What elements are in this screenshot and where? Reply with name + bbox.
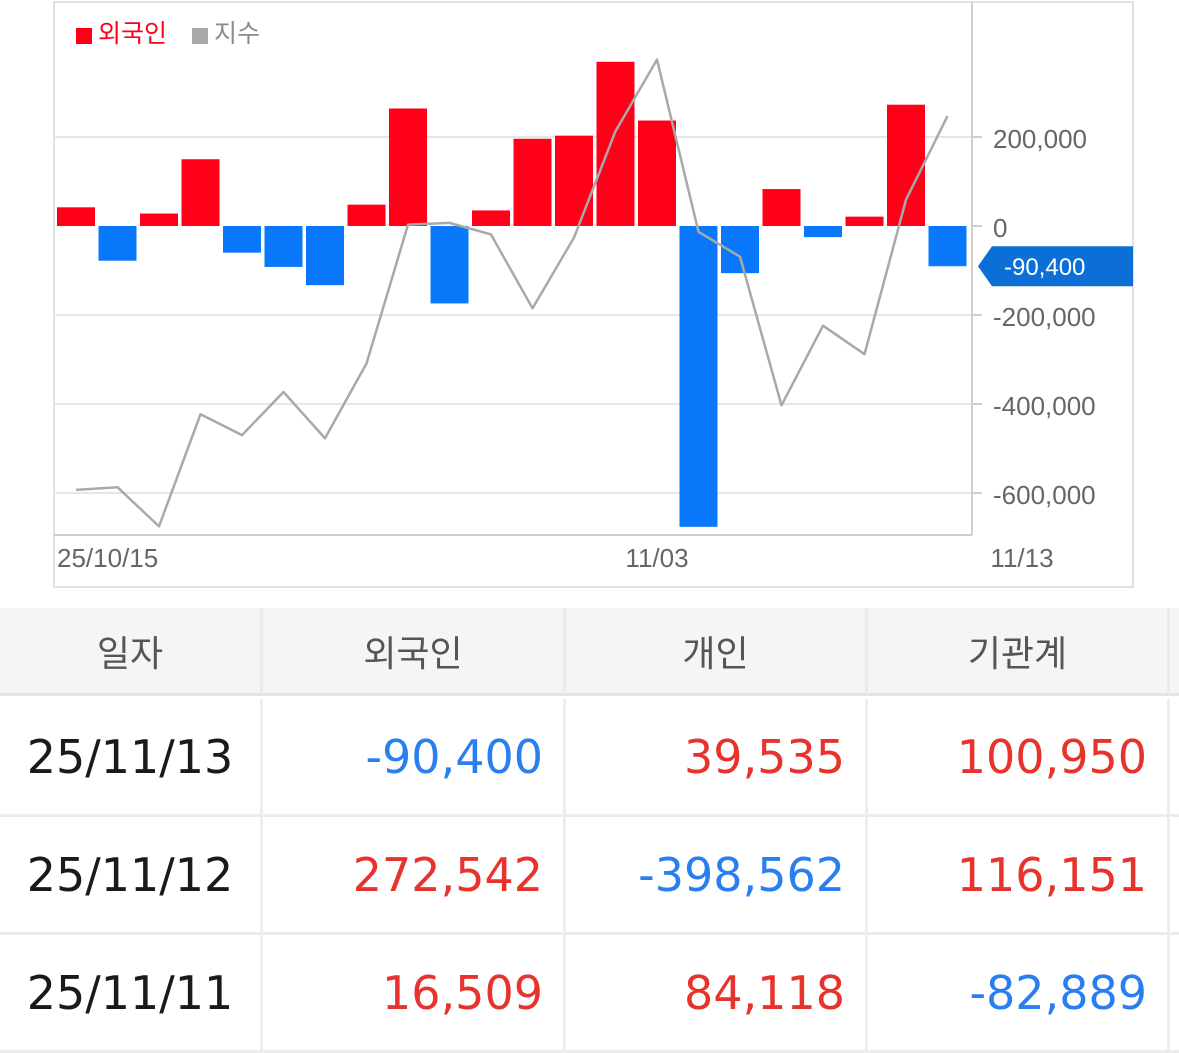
bar — [98, 226, 137, 261]
cell-foreign: -90,400 — [263, 699, 566, 817]
bar-series — [57, 61, 967, 527]
investor-table: 일자 외국인 개인 기관계 25/11/13 -90,400 39,535 100,9… — [0, 608, 1179, 1053]
cell-date: 25/11/13 — [0, 699, 263, 817]
bar — [513, 138, 552, 226]
x-tick-label: 11/13 — [990, 543, 1053, 573]
cell-foreign: 272,542 — [263, 817, 566, 935]
x-tick-label: 11/03 — [625, 543, 688, 573]
legend-label-foreign: 외국인 — [98, 19, 167, 48]
last-value-flag — [978, 246, 1133, 287]
y-tick-label: 200,000 — [993, 124, 1087, 154]
cell-date: 25/11/11 — [0, 935, 263, 1053]
y-tick-label: -200,000 — [993, 302, 1096, 332]
bar — [887, 104, 925, 226]
bar — [347, 204, 386, 226]
bar — [430, 226, 469, 304]
bar — [762, 189, 801, 226]
grid-lines — [54, 136, 972, 494]
last-value-marker: -90,400 — [978, 246, 1133, 287]
bar — [57, 207, 95, 226]
chart-frame — [53, 1, 1134, 588]
index-line — [75, 58, 949, 528]
header-overflow — [1170, 608, 1179, 696]
bar — [679, 226, 718, 527]
cell-institution: -82,889 — [868, 935, 1170, 1053]
header-institution: 기관계 — [868, 608, 1170, 696]
bar — [845, 216, 884, 226]
bar — [223, 226, 261, 253]
header-foreign: 외국인 — [263, 608, 566, 696]
legend: 외국인 지수 — [76, 19, 260, 48]
cell-foreign: 16,509 — [263, 935, 566, 1053]
legend-label-index: 지수 — [214, 19, 260, 48]
bar — [140, 213, 178, 226]
cell-date: 25/11/12 — [0, 817, 263, 935]
cell-institution: 116,151 — [868, 817, 1170, 935]
x-axis-ticks: 25/10/15 11/03 11/13 — [57, 543, 1054, 573]
bar — [804, 226, 842, 238]
cell-overflow — [1170, 935, 1179, 1053]
header-individual: 개인 — [566, 608, 868, 696]
cell-individual: -398,562 — [566, 817, 868, 935]
investor-chart: 200,000 0 -200,000 -400,000 -600,000 25/10/1… — [53, 1, 1134, 588]
last-value-label: -90,400 — [1004, 254, 1085, 281]
legend-swatch-foreign — [76, 28, 92, 44]
y-tick-label: -600,000 — [993, 480, 1096, 510]
header-date: 일자 — [0, 608, 263, 696]
bar — [596, 61, 635, 226]
cell-institution: 100,950 — [868, 699, 1170, 817]
y-tick-label: 0 — [993, 213, 1007, 243]
y-tick-label: -400,000 — [993, 391, 1096, 421]
bar — [306, 226, 344, 286]
bar — [638, 120, 676, 226]
bar — [928, 226, 967, 267]
legend-swatch-index — [192, 28, 208, 44]
bar — [472, 210, 510, 226]
bar — [389, 108, 427, 226]
bar — [181, 159, 220, 226]
cell-individual: 84,118 — [566, 935, 868, 1053]
bar — [264, 226, 303, 267]
cell-overflow — [1170, 817, 1179, 935]
cell-individual: 39,535 — [566, 699, 868, 817]
x-tick-label: 25/10/15 — [57, 543, 158, 573]
cell-overflow — [1170, 699, 1179, 817]
line-series — [75, 58, 949, 528]
y-axis-ticks: 200,000 0 -200,000 -400,000 -600,000 — [972, 124, 1096, 510]
chart-canvas: 200,000 0 -200,000 -400,000 -600,000 25/10/1… — [53, 1, 1134, 588]
bar — [555, 135, 593, 226]
